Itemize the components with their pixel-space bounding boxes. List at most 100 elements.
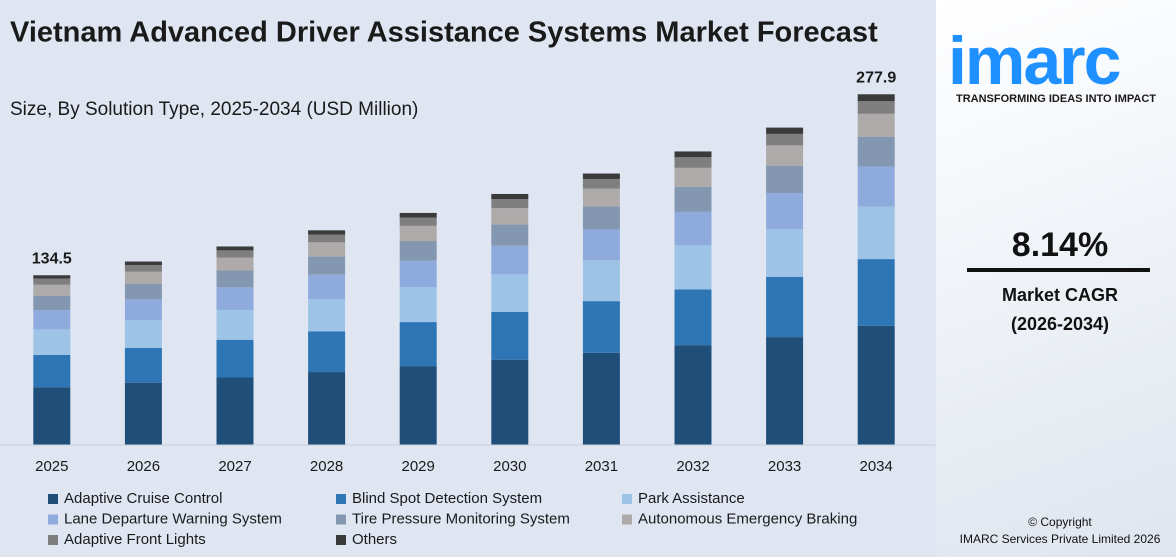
- legend-swatch: [336, 494, 346, 504]
- bar-segment: [33, 295, 71, 311]
- bar-segment: [399, 366, 437, 445]
- bar-segment: [216, 246, 254, 251]
- sidebar: imarc TRANSFORMING IDEAS INTO IMPACT 8.1…: [936, 0, 1176, 557]
- bar-segment: [399, 287, 437, 323]
- x-tick-label: 2032: [676, 458, 709, 475]
- x-tick-label: 2030: [493, 458, 526, 475]
- bar-segment: [399, 241, 437, 261]
- bar-segment: [491, 359, 529, 445]
- bar-segment: [308, 242, 346, 257]
- bar-segment: [216, 270, 254, 288]
- bar-segment: [308, 274, 346, 300]
- bar-segment: [766, 133, 804, 146]
- total-label: 134.5: [32, 250, 72, 267]
- legend-label: Tire Pressure Monitoring System: [352, 510, 570, 527]
- bar-segment: [308, 299, 346, 332]
- x-tick-label: 2027: [218, 458, 251, 475]
- bar-segment: [766, 127, 804, 134]
- legend-label: Adaptive Front Lights: [64, 531, 206, 548]
- bar-segment: [124, 299, 162, 321]
- bar-segment: [124, 271, 162, 284]
- bar-segment: [491, 193, 529, 200]
- bar-segment: [766, 192, 804, 230]
- bar-segment: [766, 276, 804, 338]
- bar-segment: [491, 245, 529, 275]
- x-tick-label: 2028: [310, 458, 343, 475]
- bar-segment: [582, 301, 620, 353]
- bar-segment: [674, 186, 712, 212]
- cagr-value: 8.14%: [1011, 226, 1109, 264]
- bar-segment: [33, 387, 71, 445]
- x-tick-label: 2034: [860, 458, 893, 475]
- bar-segment: [399, 225, 437, 242]
- x-tick-label: 2025: [35, 458, 68, 475]
- legend-label: Others: [352, 531, 397, 548]
- legend-label: Park Assistance: [638, 490, 745, 507]
- legend-label: Adaptive Cruise Control: [64, 490, 222, 507]
- divider: [967, 268, 1150, 272]
- bar-segment: [216, 377, 254, 445]
- bar-segment: [33, 284, 71, 296]
- chart: Vietnam Advanced Driver Assistance Syste…: [0, 17, 935, 548]
- x-tick-label: 2029: [402, 458, 435, 475]
- x-tick-label: 2026: [127, 458, 160, 475]
- bar-segment: [766, 337, 804, 445]
- bar-segment: [491, 274, 529, 312]
- bar-segment: [216, 309, 254, 340]
- bar-segment: [308, 234, 346, 243]
- bar-segment: [674, 151, 712, 158]
- bar-segment: [766, 145, 804, 166]
- bar-segment: [308, 230, 346, 235]
- legend-swatch: [336, 535, 346, 545]
- legend-label: Blind Spot Detection System: [352, 490, 542, 507]
- bar-segment: [216, 257, 254, 271]
- bar-segment: [582, 188, 620, 207]
- bar-segment: [399, 217, 437, 226]
- bar-segment: [33, 310, 71, 330]
- legend-swatch: [48, 514, 58, 525]
- bar-segment: [399, 212, 437, 218]
- bar-segment: [124, 261, 162, 266]
- bar-segment: [582, 178, 620, 189]
- bar-segment: [124, 382, 162, 445]
- logo: imarc: [948, 23, 1121, 99]
- bar-segment: [33, 278, 71, 285]
- bar-segment: [491, 208, 529, 225]
- bar-segment: [582, 173, 620, 179]
- chart-subtitle: Size, By Solution Type, 2025-2034 (USD M…: [10, 99, 418, 120]
- bar-segment: [674, 289, 712, 346]
- bar-segment: [857, 166, 895, 207]
- bar-segment: [33, 329, 71, 355]
- bar-segment: [216, 250, 254, 258]
- bar-segment: [674, 211, 712, 246]
- bar-segment: [582, 229, 620, 261]
- bar-segment: [33, 275, 71, 279]
- bar-segment: [491, 224, 529, 246]
- bar-segment: [308, 372, 346, 445]
- cagr-period: (2026-2034): [1010, 314, 1110, 334]
- bar-segment: [674, 345, 712, 445]
- legend-swatch: [48, 494, 58, 504]
- bar-segment: [582, 260, 620, 302]
- bar-segment: [399, 260, 437, 288]
- bar-segment: [216, 287, 254, 310]
- legend-swatch: [622, 514, 632, 525]
- bar-segment: [857, 259, 895, 326]
- chart-title: Vietnam Advanced Driver Assistance Syste…: [10, 17, 878, 49]
- bar-segment: [582, 352, 620, 445]
- bar-segment: [582, 206, 620, 230]
- tagline: TRANSFORMING IDEAS INTO IMPACT: [955, 93, 1157, 105]
- bar-segment: [491, 199, 529, 209]
- bar-segment: [674, 167, 712, 187]
- bar-segment: [857, 94, 895, 102]
- legend-label: Lane Departure Warning System: [64, 510, 282, 527]
- bar-segment: [124, 320, 162, 348]
- bar-segment: [766, 165, 804, 193]
- bar-segment: [33, 354, 71, 388]
- legend-swatch: [336, 514, 346, 525]
- cagr-label: Market CAGR: [1001, 285, 1119, 305]
- bar-segment: [674, 245, 712, 290]
- bar-segment: [857, 206, 895, 260]
- bar-segment: [124, 283, 162, 300]
